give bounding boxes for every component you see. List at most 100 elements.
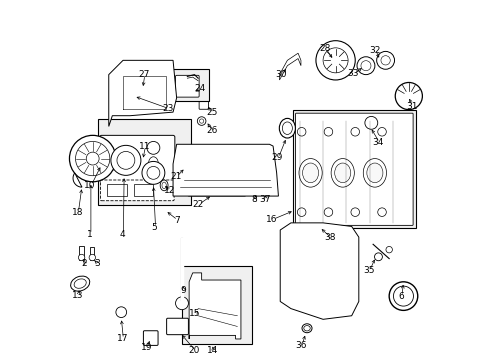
Text: 4: 4: [119, 230, 125, 239]
Text: 17: 17: [116, 334, 128, 343]
Bar: [171, 69, 208, 102]
Ellipse shape: [74, 279, 86, 288]
Text: 33: 33: [347, 69, 359, 78]
Text: 35: 35: [362, 266, 374, 275]
Circle shape: [364, 116, 377, 129]
FancyBboxPatch shape: [100, 135, 175, 182]
Text: 14: 14: [206, 346, 218, 355]
Ellipse shape: [148, 157, 158, 171]
Text: 11: 11: [139, 141, 150, 150]
Circle shape: [250, 154, 263, 167]
FancyBboxPatch shape: [166, 318, 188, 335]
Circle shape: [324, 127, 332, 136]
Circle shape: [388, 282, 417, 310]
Polygon shape: [279, 53, 300, 80]
Circle shape: [175, 297, 188, 310]
Text: 9: 9: [180, 286, 185, 295]
Text: 5: 5: [151, 222, 157, 231]
Circle shape: [147, 166, 160, 179]
Text: 19: 19: [140, 343, 152, 352]
Circle shape: [380, 56, 389, 65]
FancyBboxPatch shape: [199, 100, 208, 109]
Text: 1: 1: [87, 230, 93, 239]
Circle shape: [111, 145, 141, 175]
Ellipse shape: [302, 324, 311, 333]
Ellipse shape: [162, 182, 166, 189]
Text: 38: 38: [324, 233, 335, 242]
Text: 36: 36: [295, 341, 306, 350]
Ellipse shape: [302, 163, 318, 183]
Ellipse shape: [282, 122, 292, 134]
Ellipse shape: [303, 325, 309, 331]
Text: 34: 34: [372, 138, 384, 147]
Text: 32: 32: [368, 46, 380, 55]
Ellipse shape: [366, 163, 382, 183]
Text: 29: 29: [271, 153, 283, 162]
Circle shape: [297, 127, 305, 136]
Circle shape: [69, 135, 116, 182]
FancyBboxPatch shape: [143, 331, 158, 345]
Bar: [98, 119, 190, 205]
FancyBboxPatch shape: [187, 169, 246, 196]
Bar: [80, 246, 83, 260]
FancyBboxPatch shape: [175, 75, 199, 97]
Circle shape: [360, 61, 370, 71]
Ellipse shape: [127, 157, 137, 171]
Bar: [134, 184, 153, 196]
FancyBboxPatch shape: [295, 113, 412, 225]
Circle shape: [299, 249, 331, 282]
Circle shape: [117, 152, 135, 169]
Bar: [292, 111, 415, 228]
Text: 26: 26: [205, 126, 217, 135]
Text: 13: 13: [71, 291, 83, 300]
Ellipse shape: [70, 276, 89, 291]
Bar: [107, 184, 126, 196]
Ellipse shape: [160, 180, 168, 191]
Circle shape: [189, 296, 200, 307]
Circle shape: [356, 57, 374, 75]
Ellipse shape: [334, 163, 350, 183]
Ellipse shape: [298, 158, 322, 187]
Text: 6: 6: [397, 292, 403, 301]
Text: 21: 21: [170, 172, 181, 181]
Text: 37: 37: [259, 195, 270, 204]
Ellipse shape: [385, 247, 391, 253]
Ellipse shape: [330, 158, 354, 187]
Text: 28: 28: [319, 44, 330, 53]
Circle shape: [197, 117, 205, 125]
Circle shape: [315, 41, 354, 80]
Circle shape: [350, 127, 359, 136]
Circle shape: [323, 48, 347, 73]
Text: 31: 31: [405, 102, 417, 111]
Circle shape: [89, 254, 95, 261]
Text: 8: 8: [251, 195, 257, 204]
Bar: [182, 266, 251, 344]
Text: 27: 27: [138, 70, 149, 79]
Circle shape: [147, 141, 160, 154]
Polygon shape: [173, 144, 278, 196]
Circle shape: [142, 161, 164, 184]
Circle shape: [377, 127, 386, 136]
FancyBboxPatch shape: [101, 180, 174, 201]
Ellipse shape: [279, 118, 295, 138]
Text: 30: 30: [275, 70, 286, 79]
Text: 2: 2: [81, 260, 87, 269]
Text: 12: 12: [163, 186, 175, 195]
Text: 20: 20: [188, 346, 200, 355]
FancyBboxPatch shape: [259, 177, 270, 194]
Text: 24: 24: [194, 84, 205, 93]
Text: 3: 3: [94, 260, 100, 269]
Circle shape: [376, 51, 394, 69]
Bar: [90, 247, 94, 260]
Circle shape: [350, 208, 359, 216]
Polygon shape: [189, 273, 241, 339]
Circle shape: [297, 208, 305, 216]
Polygon shape: [108, 60, 176, 126]
Circle shape: [116, 307, 126, 318]
Ellipse shape: [204, 294, 220, 313]
Text: 25: 25: [205, 108, 217, 117]
Ellipse shape: [105, 157, 115, 171]
Circle shape: [86, 152, 99, 165]
Circle shape: [324, 208, 332, 216]
Circle shape: [394, 82, 422, 110]
